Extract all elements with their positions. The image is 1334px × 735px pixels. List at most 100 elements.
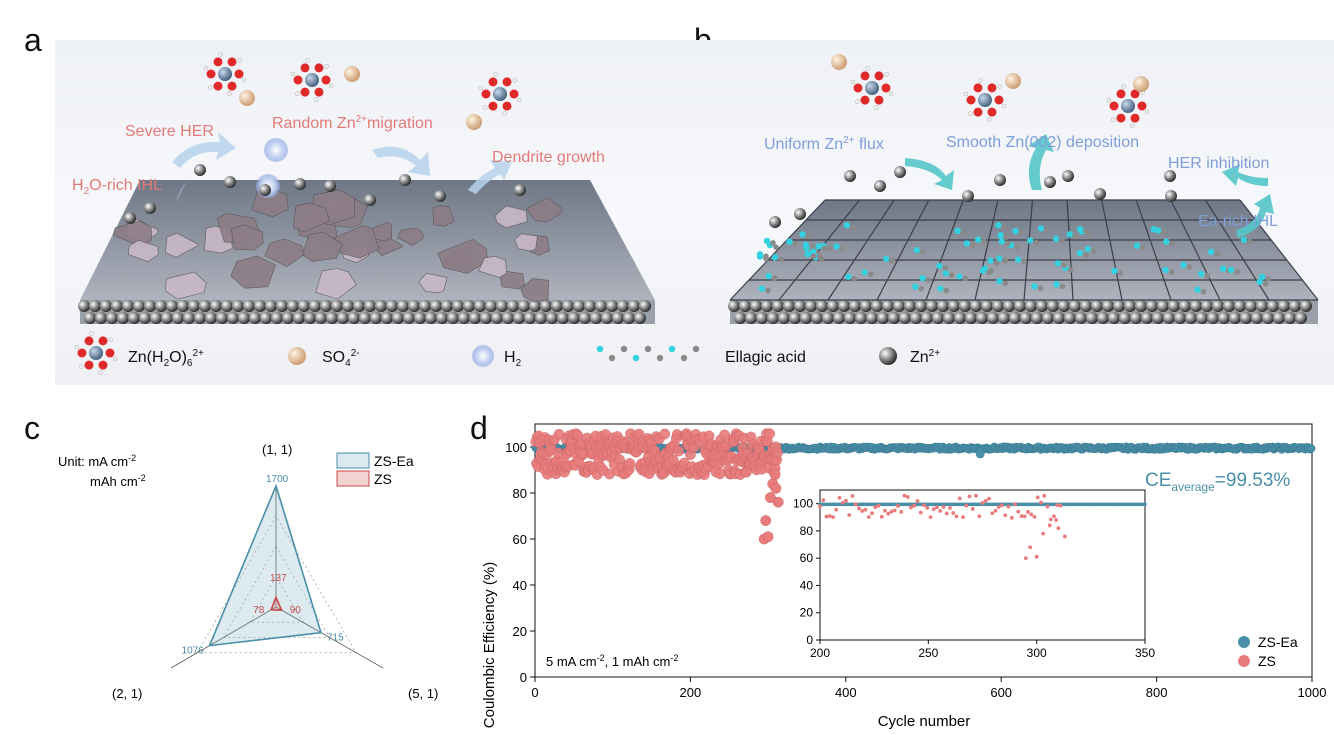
zn-ion <box>124 212 136 224</box>
zn-substrate-atom <box>513 312 525 324</box>
zn-substrate-atom <box>601 312 613 324</box>
radar-value-label: 715 <box>327 633 344 644</box>
zn-substrate-atom <box>551 300 563 312</box>
zn-ion <box>874 180 886 192</box>
ellagic-atom <box>1015 256 1022 263</box>
zn-substrate-atom <box>359 312 371 324</box>
zn-substrate-atom <box>337 312 349 324</box>
ellagic-atom <box>771 275 778 281</box>
inset-point-zs <box>1029 512 1034 517</box>
axis-label-left: (2, 1) <box>112 686 142 701</box>
zn-substrate-atom <box>981 300 993 312</box>
zn-substrate-atom <box>177 300 189 312</box>
zn-substrate-atom <box>1190 300 1202 312</box>
radar-series: 1700 1076 715 137 78 90 <box>182 474 345 657</box>
ellagic-atom <box>949 272 955 278</box>
inset-point-zs <box>824 514 829 519</box>
inset-x-tick-label: 250 <box>918 646 938 660</box>
zn-ion <box>962 190 974 202</box>
inset-point-zs <box>1019 514 1024 518</box>
zn-substrate-atom <box>1036 300 1048 312</box>
water-oxygen <box>1116 89 1126 99</box>
zn-substrate-atom <box>441 300 453 312</box>
water-oxygen <box>874 95 884 105</box>
y-tick-label: 80 <box>513 486 527 501</box>
ellagic-atom <box>803 244 810 252</box>
y-tick-label: 20 <box>513 624 527 639</box>
zn-substrate-atom <box>1201 300 1213 312</box>
ellagic-atom <box>919 274 926 282</box>
inset-point-zs <box>1041 531 1046 536</box>
water-oxygen <box>1109 101 1119 111</box>
water-hydrogen <box>241 77 247 83</box>
zn-substrate-atom <box>954 312 966 324</box>
inset-point-zs <box>892 508 897 513</box>
zn-substrate-atom <box>778 312 790 324</box>
zn-ion <box>294 178 306 190</box>
ellagic-atom <box>765 272 772 280</box>
zn-substrate-atom <box>370 312 382 324</box>
ellagic-atom <box>943 287 950 294</box>
zn-substrate-atom <box>1262 312 1274 324</box>
water-hydrogen <box>227 91 232 96</box>
water-oxygen <box>300 87 310 97</box>
zn-substrate-atom <box>205 312 217 324</box>
inset-point-zs <box>935 505 939 510</box>
radar-gridline <box>196 515 357 654</box>
x-tick-label: 400 <box>835 685 857 700</box>
zn-substrate-atom <box>128 312 140 324</box>
water-oxygen <box>502 77 512 87</box>
zn-substrate-atom <box>1064 312 1076 324</box>
radar-chart: Unit: mA cm-2 mAh cm-2 ZS-Ea ZS 1700 1076… <box>58 442 438 701</box>
zn-substrate-atom <box>348 312 360 324</box>
ellagic-atom <box>770 240 776 246</box>
ellagic-atom <box>804 250 811 258</box>
labels-b: Uniform Zn2+ flux Smooth Zn(002) deposit… <box>764 134 1278 230</box>
zn-substrate-atom <box>1069 300 1081 312</box>
ellagic-atom <box>763 253 769 260</box>
water-oxygen <box>84 360 94 370</box>
ellagic-atom <box>1194 286 1201 293</box>
inset-point-zs <box>912 503 917 508</box>
ellagic-atom <box>867 271 874 278</box>
ellagic-atom <box>1021 258 1028 265</box>
ellagic-atom <box>974 236 982 243</box>
zn-substrate-atom <box>540 300 552 312</box>
inset-axes: 200 250 300 350 0 20 40 60 80 100 <box>793 489 1155 660</box>
x-tick-label: 600 <box>990 685 1012 700</box>
water-oxygen <box>488 77 498 87</box>
zn-substrate-atom <box>117 312 129 324</box>
zn-substrate-atom <box>1273 312 1285 324</box>
inset-point-zs <box>944 511 949 516</box>
ellagic-atom <box>1214 251 1220 257</box>
legend-zn-h2o: Zn(H2O)62+ <box>128 348 204 369</box>
zn-dendrite-flake <box>292 202 330 233</box>
label-random-zn: Random Zn2+migration <box>272 114 433 132</box>
inset-point-zs <box>957 496 962 501</box>
inset-point-zs <box>1032 515 1037 519</box>
zn-substrate-atom <box>827 300 839 312</box>
water-hydrogen <box>295 91 300 96</box>
zn-substrate-atom <box>100 300 112 312</box>
zn-substrate-atom <box>353 300 365 312</box>
ellagic-atom <box>883 255 890 263</box>
water-hydrogen <box>987 117 992 122</box>
radar-gridline <box>249 576 304 623</box>
grid-line <box>1135 199 1172 301</box>
legend-swatch-zs-ea <box>336 452 370 469</box>
zn-substrate-atom <box>458 312 470 324</box>
grid-line <box>1101 199 1123 301</box>
so4-ion <box>1005 73 1021 89</box>
grid-line <box>1066 199 1074 301</box>
zn-substrate-atom <box>617 300 629 312</box>
point-zs <box>760 515 772 527</box>
inset-point-zs-ea <box>1143 502 1147 507</box>
inset-point-zs <box>941 505 946 509</box>
water-oxygen <box>98 336 108 346</box>
ellagic-atom <box>1083 228 1089 234</box>
radar-area-zs <box>270 595 283 612</box>
zn-substrate-atom <box>932 312 944 324</box>
water-oxygen <box>987 107 997 117</box>
inset-point-zs <box>970 507 975 511</box>
